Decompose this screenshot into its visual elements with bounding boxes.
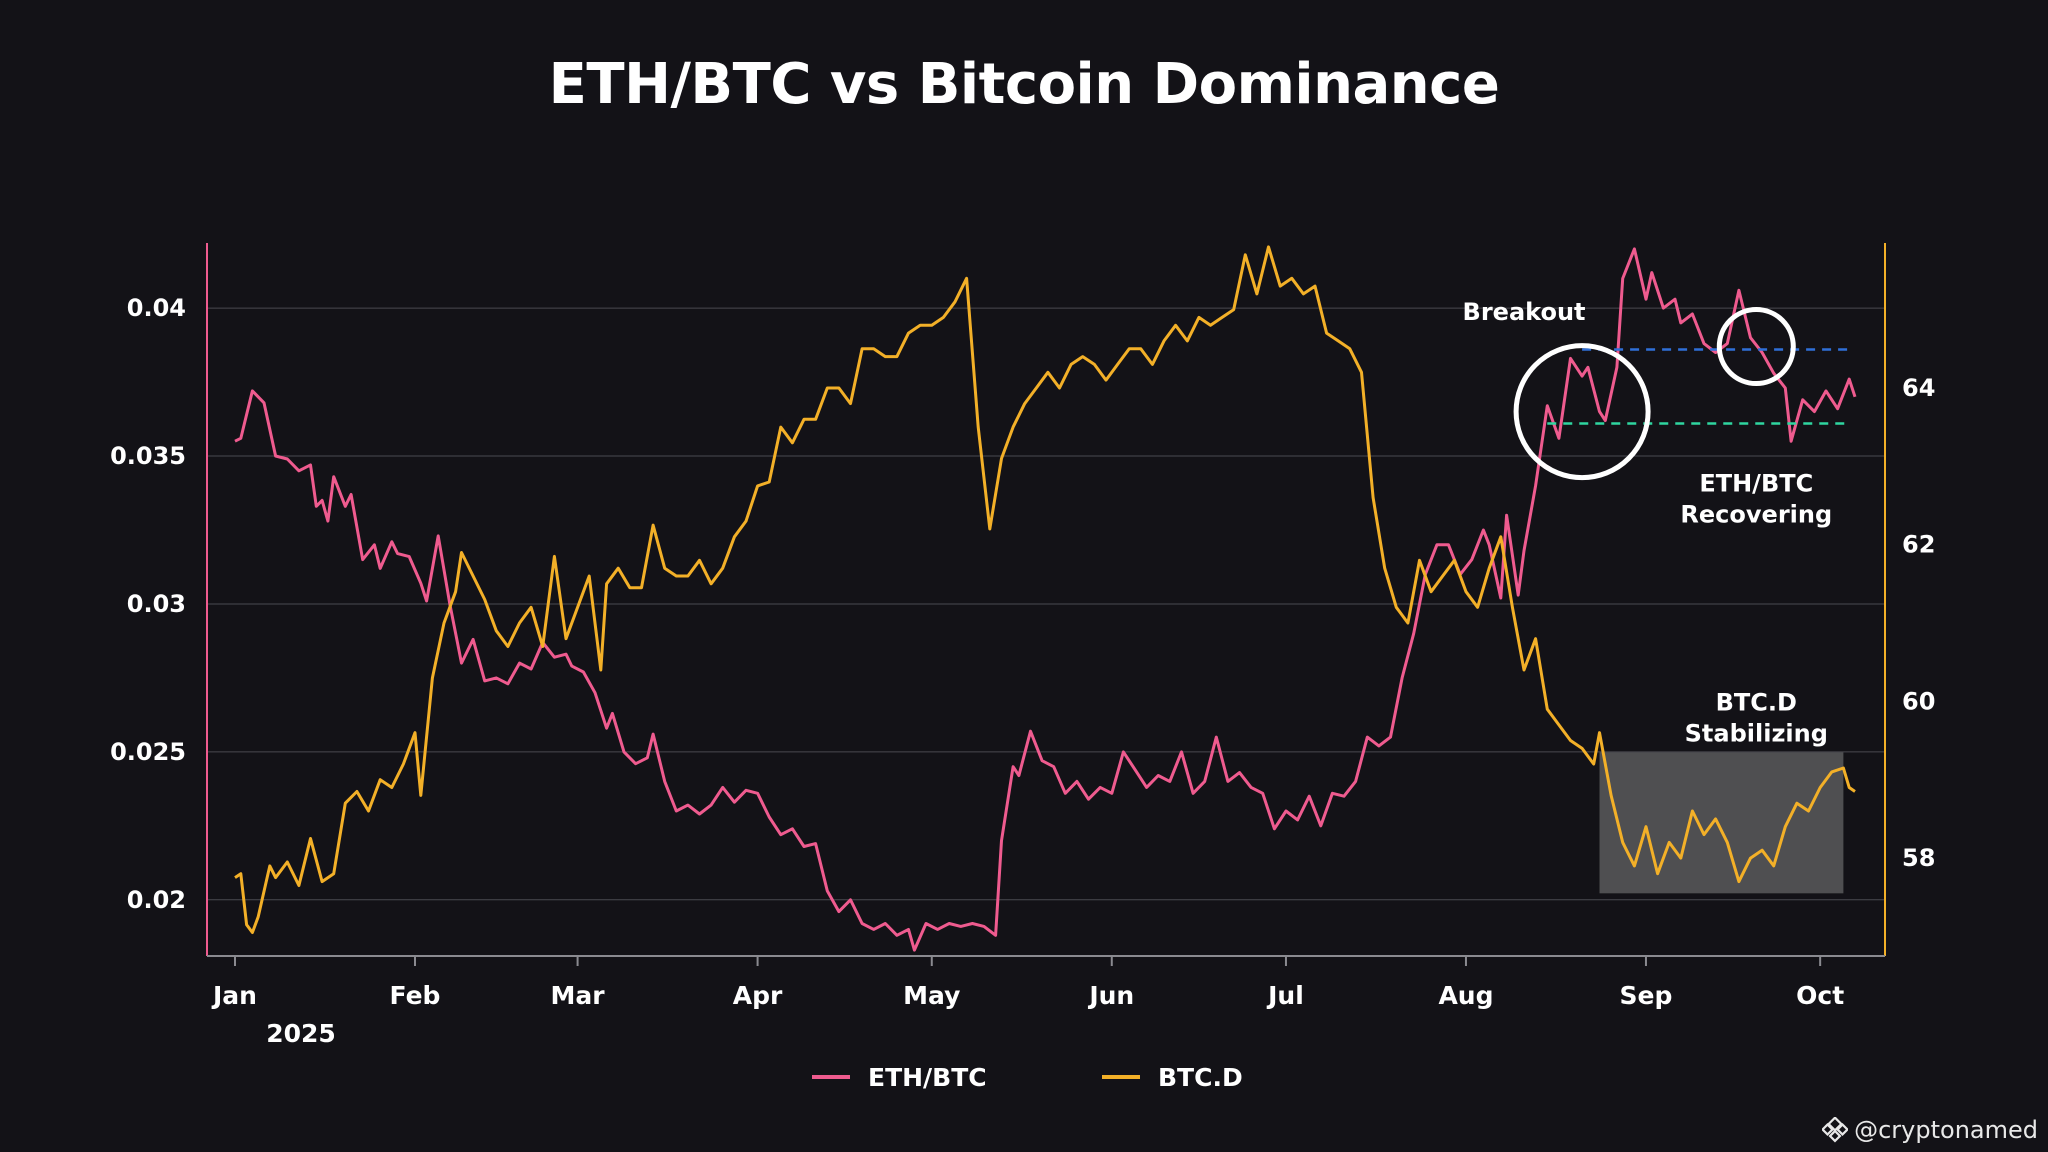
annotation-label: ETH/BTC bbox=[1699, 470, 1813, 498]
y-right-tick-label: 64 bbox=[1902, 374, 1935, 402]
y-left-tick-label: 0.02 bbox=[127, 886, 186, 914]
highlight-circle bbox=[1716, 307, 1796, 387]
x-tick-label: Jul bbox=[1266, 981, 1304, 1010]
annotation-label: Breakout bbox=[1463, 298, 1586, 326]
annotation-label: BTC.D bbox=[1716, 688, 1797, 716]
highlight-circle bbox=[1513, 343, 1651, 481]
series-line-eth-btc bbox=[234, 247, 1857, 952]
y-right-tick-label: 60 bbox=[1902, 687, 1935, 715]
x-tick-label: Jun bbox=[1087, 981, 1134, 1010]
y-left-tick-label: 0.025 bbox=[110, 738, 186, 766]
watermark-handle: @cryptonamed bbox=[1854, 1116, 2038, 1144]
legend-label: BTC.D bbox=[1158, 1063, 1243, 1092]
watermark: @cryptonamed bbox=[1822, 1116, 2038, 1144]
annotation-label: Recovering bbox=[1680, 501, 1832, 529]
x-tick-label: May bbox=[903, 981, 960, 1010]
series-line-btc-d bbox=[234, 245, 1856, 934]
annotation-label: Stabilizing bbox=[1685, 719, 1828, 747]
y-left-tick-label: 0.035 bbox=[110, 442, 186, 470]
chart-title: ETH/BTC vs Bitcoin Dominance bbox=[548, 52, 1500, 117]
x-tick-label: Aug bbox=[1438, 981, 1493, 1010]
legend-label: ETH/BTC bbox=[868, 1063, 987, 1092]
x-tick-label: Mar bbox=[551, 981, 606, 1010]
y-left-tick-label: 0.03 bbox=[127, 590, 186, 618]
y-right-tick-label: 62 bbox=[1902, 531, 1935, 559]
y-left-tick-label: 0.04 bbox=[127, 294, 186, 322]
diamond-logo-icon bbox=[1822, 1117, 1849, 1143]
x-tick-label: Jan bbox=[211, 981, 257, 1010]
x-tick-label: Sep bbox=[1620, 981, 1673, 1010]
x-tick-label: Feb bbox=[390, 981, 441, 1010]
x-year-label: 2025 bbox=[266, 1019, 336, 1048]
x-tick-label: Apr bbox=[733, 981, 783, 1010]
btc-d-stabilizing-box bbox=[1599, 752, 1844, 894]
y-right-tick-label: 58 bbox=[1902, 844, 1935, 872]
x-tick-label: Oct bbox=[1796, 981, 1844, 1010]
